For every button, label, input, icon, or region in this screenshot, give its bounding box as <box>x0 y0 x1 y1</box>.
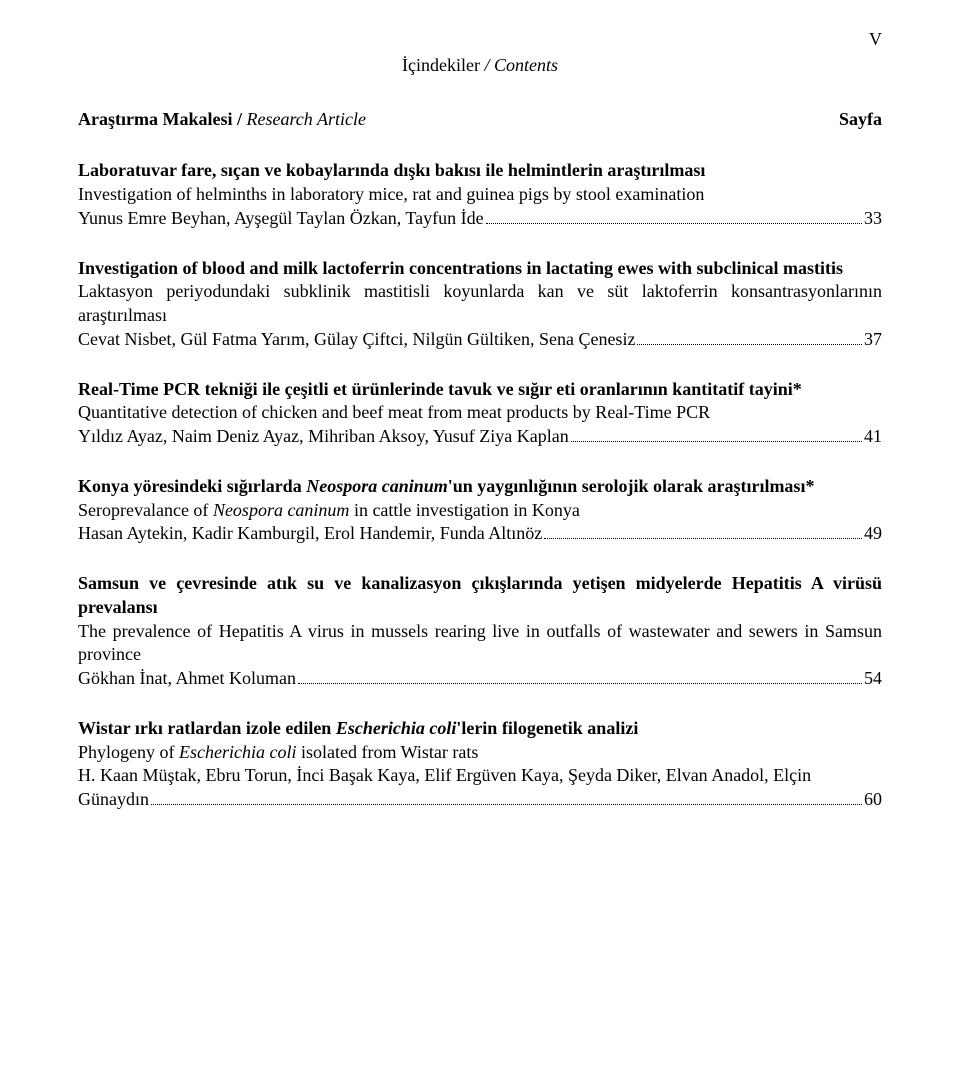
toc-entry: Laboratuvar fare, sıçan ve kobaylarında … <box>78 159 882 230</box>
entry-subtitle-post: isolated from Wistar rats <box>296 742 478 762</box>
entry-authors-last: Günaydın <box>78 788 149 812</box>
entry-title-italic: Escherichia coli <box>336 718 457 738</box>
header-en: Contents <box>494 55 558 75</box>
page-number-roman: V <box>78 28 882 52</box>
entry-subtitle: Investigation of helminths in laboratory… <box>78 183 882 207</box>
toc-entry: Samsun ve çevresinde atık su ve kanaliza… <box>78 572 882 691</box>
entry-title-pre: Konya yöresindeki sığırlarda <box>78 476 306 496</box>
toc-entry: Real-Time PCR tekniği ile çeşitli et ürü… <box>78 378 882 449</box>
entry-subtitle-italic: Escherichia coli <box>179 742 296 762</box>
entry-authors-line: Cevat Nisbet, Gül Fatma Yarım, Gülay Çif… <box>78 328 882 352</box>
entry-authors-pre: H. Kaan Müştak, Ebru Torun, İnci Başak K… <box>78 765 811 785</box>
entry-page: 41 <box>864 425 882 449</box>
entry-subtitle-italic: Neospora caninum <box>213 500 350 520</box>
entry-authors-block: H. Kaan Müştak, Ebru Torun, İnci Başak K… <box>78 764 882 788</box>
entry-page: 37 <box>864 328 882 352</box>
header-tr: İçindekiler <box>402 55 480 75</box>
entry-title-pre: Wistar ırkı ratlardan izole edilen <box>78 718 336 738</box>
entry-authors-line: Gökhan İnat, Ahmet Koluman 54 <box>78 667 882 691</box>
section-heading-left: Araştırma Makalesi / Research Article <box>78 108 366 132</box>
entry-title: Real-Time PCR tekniği ile çeşitli et ürü… <box>78 378 882 402</box>
dot-leader <box>544 524 862 539</box>
entry-authors: Hasan Aytekin, Kadir Kamburgil, Erol Han… <box>78 522 542 546</box>
entry-title: Konya yöresindeki sığırlarda Neospora ca… <box>78 475 882 499</box>
entry-subtitle-pre: Seroprevalance of <box>78 500 213 520</box>
entry-authors: Cevat Nisbet, Gül Fatma Yarım, Gülay Çif… <box>78 328 635 352</box>
entry-page: 60 <box>864 788 882 812</box>
entry-authors: Yunus Emre Beyhan, Ayşegül Taylan Özkan,… <box>78 207 484 231</box>
section-left-tr: Araştırma Makalesi <box>78 109 232 129</box>
entry-page: 49 <box>864 522 882 546</box>
entry-subtitle: Seroprevalance of Neospora caninum in ca… <box>78 499 882 523</box>
entry-authors-line: Yıldız Ayaz, Naim Deniz Ayaz, Mihriban A… <box>78 425 882 449</box>
entry-authors-line: Yunus Emre Beyhan, Ayşegül Taylan Özkan,… <box>78 207 882 231</box>
entry-subtitle-post: in cattle investigation in Konya <box>349 500 579 520</box>
page-container: V İçindekiler / Contents Araştırma Makal… <box>0 0 960 1081</box>
entry-title-italic: Neospora caninum <box>306 476 448 496</box>
section-heading-row: Araştırma Makalesi / Research Article Sa… <box>78 108 882 132</box>
entry-title-post: 'lerin filogenetik analizi <box>456 718 638 738</box>
dot-leader <box>637 329 862 344</box>
entry-title: Investigation of blood and milk lactofer… <box>78 257 882 281</box>
entry-subtitle-pre: Phylogeny of <box>78 742 179 762</box>
entry-subtitle: Laktasyon periyodundaki subklinik mastit… <box>78 280 882 328</box>
entry-page: 54 <box>864 667 882 691</box>
toc-entry: Konya yöresindeki sığırlarda Neospora ca… <box>78 475 882 546</box>
entry-page: 33 <box>864 207 882 231</box>
entry-authors: Gökhan İnat, Ahmet Koluman <box>78 667 296 691</box>
entry-authors-line: Hasan Aytekin, Kadir Kamburgil, Erol Han… <box>78 522 882 546</box>
dot-leader <box>571 427 862 442</box>
dot-leader <box>486 208 862 223</box>
entry-title: Laboratuvar fare, sıçan ve kobaylarında … <box>78 159 882 183</box>
entry-subtitle: The prevalence of Hepatitis A virus in m… <box>78 620 882 668</box>
entry-title: Samsun ve çevresinde atık su ve kanaliza… <box>78 572 882 620</box>
dot-leader <box>298 669 862 684</box>
entry-authors: Yıldız Ayaz, Naim Deniz Ayaz, Mihriban A… <box>78 425 569 449</box>
entry-title: Wistar ırkı ratlardan izole edilen Esche… <box>78 717 882 741</box>
section-heading-right: Sayfa <box>839 108 882 132</box>
entry-subtitle: Phylogeny of Escherichia coli isolated f… <box>78 741 882 765</box>
toc-entry: Wistar ırkı ratlardan izole edilen Esche… <box>78 717 882 812</box>
entry-subtitle: Quantitative detection of chicken and be… <box>78 401 882 425</box>
entry-authors-line: Günaydın 60 <box>78 788 882 812</box>
section-left-en: Research Article <box>246 109 365 129</box>
entry-title-post: 'un yaygınlığının serolojik olarak araşt… <box>448 476 815 496</box>
dot-leader <box>151 790 862 805</box>
toc-entry: Investigation of blood and milk lactofer… <box>78 257 882 352</box>
contents-header: İçindekiler / Contents <box>78 54 882 78</box>
